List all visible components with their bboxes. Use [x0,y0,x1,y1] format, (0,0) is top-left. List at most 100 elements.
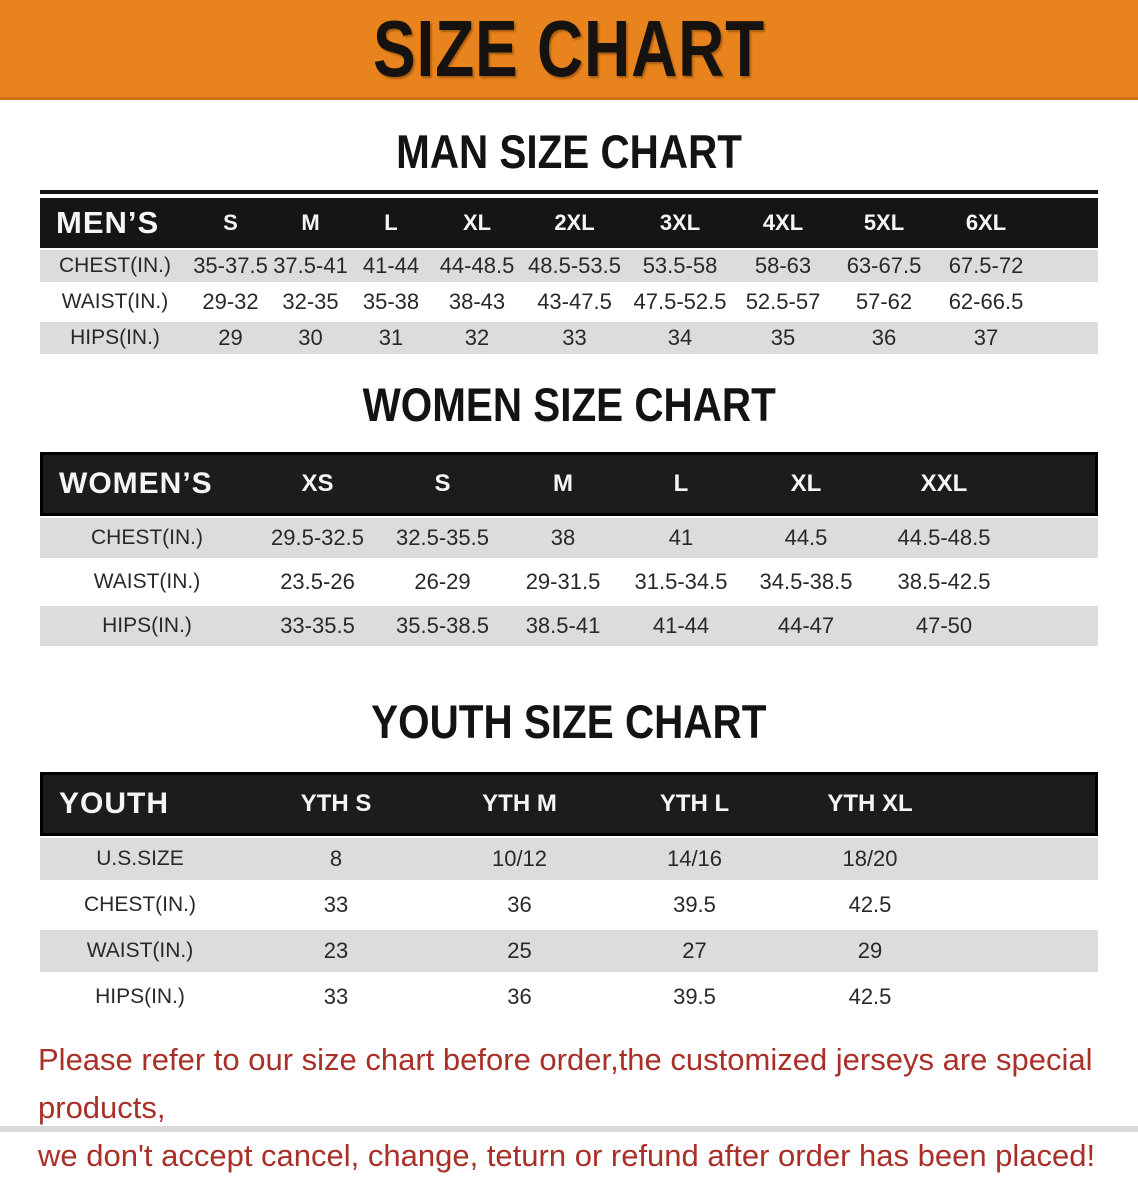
row-spacer [1016,560,1098,604]
row-spacer [958,882,1098,928]
row-label: WAIST(IN.) [40,284,190,320]
table-row: CHEST(IN.) 29.5-32.5 32.5-35.5 38 41 44.5 44.5… [40,516,1098,560]
banner-title: SIZE CHART [373,3,765,93]
table-row: CHEST(IN.) 33 36 39.5 42.5 [40,882,1098,928]
header-row: YOUTH YTH S YTH M YTH L YTH XL [40,772,1098,836]
table-corner-label: YOUTH [40,772,240,836]
header-row: MEN’S S M L XL 2XL 3XL 4XL 5XL 6XL [40,198,1098,248]
column-header: XXL [872,452,1016,516]
row-label: WAIST(IN.) [40,928,240,974]
table-row: U.S.SIZE 8 10/12 14/16 18/20 [40,836,1098,882]
size-cell: 29-31.5 [504,560,622,604]
size-cell: 29-32 [190,284,271,320]
column-header: 3XL [627,198,733,248]
column-header: S [381,452,504,516]
column-header: 4XL [733,198,833,248]
table-corner-label: WOMEN’S [40,452,254,516]
size-cell: 32-35 [271,284,350,320]
youth-size-table: YOUTH YTH S YTH M YTH L YTH XL U.S.SIZE 8 10/12… [40,772,1098,1020]
row-label: HIPS(IN.) [40,974,240,1020]
size-cell: 33 [522,320,627,356]
size-cell: 35-37.5 [190,248,271,284]
header-spacer [1016,452,1098,516]
size-cell: 43-47.5 [522,284,627,320]
row-spacer [958,928,1098,974]
row-spacer [1016,516,1098,560]
size-cell: 33-35.5 [254,604,381,648]
size-cell: 39.5 [607,882,782,928]
size-cell: 41-44 [622,604,740,648]
column-header: YTH S [240,772,432,836]
column-header: YTH XL [782,772,958,836]
row-label: CHEST(IN.) [40,882,240,928]
size-cell: 37 [935,320,1037,356]
size-cell: 31.5-34.5 [622,560,740,604]
size-cell: 41 [622,516,740,560]
column-header: L [622,452,740,516]
row-spacer [958,836,1098,882]
size-cell: 52.5-57 [733,284,833,320]
column-header: XS [254,452,381,516]
size-cell: 67.5-72 [935,248,1037,284]
row-spacer [1016,604,1098,648]
size-cell: 32 [432,320,522,356]
size-cell: 53.5-58 [627,248,733,284]
women-size-table-wrap: WOMEN’S XS S M L XL XXL CHEST(IN.) 29.5-32.5 32.5… [40,452,1098,648]
column-header: S [190,198,271,248]
column-header: XL [740,452,872,516]
size-cell: 37.5-41 [271,248,350,284]
column-header: L [350,198,432,248]
youth-section-heading: YOUTH SIZE CHART [0,694,1138,749]
men-section-heading: MAN SIZE CHART [0,124,1138,179]
size-cell: 38 [504,516,622,560]
size-cell: 18/20 [782,836,958,882]
size-cell: 47-50 [872,604,1016,648]
size-cell: 27 [607,928,782,974]
table-row: HIPS(IN.) 33 36 39.5 42.5 [40,974,1098,1020]
row-label: HIPS(IN.) [40,604,254,648]
size-cell: 63-67.5 [833,248,935,284]
size-cell: 42.5 [782,974,958,1020]
size-cell: 32.5-35.5 [381,516,504,560]
row-spacer [1037,284,1098,320]
size-cell: 44.5-48.5 [872,516,1016,560]
size-cell: 44-48.5 [432,248,522,284]
size-cell: 36 [432,974,607,1020]
size-cell: 44-47 [740,604,872,648]
column-header: M [504,452,622,516]
size-cell: 47.5-52.5 [627,284,733,320]
size-cell: 62-66.5 [935,284,1037,320]
column-header: XL [432,198,522,248]
column-header: M [271,198,350,248]
size-cell: 35-38 [350,284,432,320]
table-row: WAIST(IN.) 29-32 32-35 35-38 38-43 43-47.5 47.… [40,284,1098,320]
row-label: CHEST(IN.) [40,248,190,284]
size-cell: 31 [350,320,432,356]
size-cell: 35.5-38.5 [381,604,504,648]
column-header: 5XL [833,198,935,248]
size-cell: 29.5-32.5 [254,516,381,560]
size-cell: 36 [432,882,607,928]
size-cell: 8 [240,836,432,882]
row-label: U.S.SIZE [40,836,240,882]
table-row: WAIST(IN.) 23.5-26 26-29 29-31.5 31.5-34.5 34… [40,560,1098,604]
men-size-table: MEN’S S M L XL 2XL 3XL 4XL 5XL 6XL CHEST(IN.) 35-37… [40,198,1098,356]
size-cell: 41-44 [350,248,432,284]
women-size-table: WOMEN’S XS S M L XL XXL CHEST(IN.) 29.5-32.5 32.5… [40,452,1098,648]
size-cell: 25 [432,928,607,974]
row-spacer [1037,248,1098,284]
column-header: YTH M [432,772,607,836]
youth-section-heading-text: YOUTH SIZE CHART [371,695,767,748]
disclaimer-line-1: Please refer to our size chart before or… [38,1042,1093,1125]
size-cell: 39.5 [607,974,782,1020]
row-label: HIPS(IN.) [40,320,190,356]
size-cell: 34 [627,320,733,356]
size-cell: 44.5 [740,516,872,560]
row-label: WAIST(IN.) [40,560,254,604]
disclaimer-line-2: we don't accept cancel, change, teturn o… [38,1138,1096,1173]
youth-size-table-wrap: YOUTH YTH S YTH M YTH L YTH XL U.S.SIZE 8 10/12… [40,772,1098,1020]
men-section-heading-text: MAN SIZE CHART [396,125,742,178]
table-row: HIPS(IN.) 33-35.5 35.5-38.5 38.5-41 41-44 44-… [40,604,1098,648]
table-row: WAIST(IN.) 23 25 27 29 [40,928,1098,974]
size-cell: 23 [240,928,432,974]
